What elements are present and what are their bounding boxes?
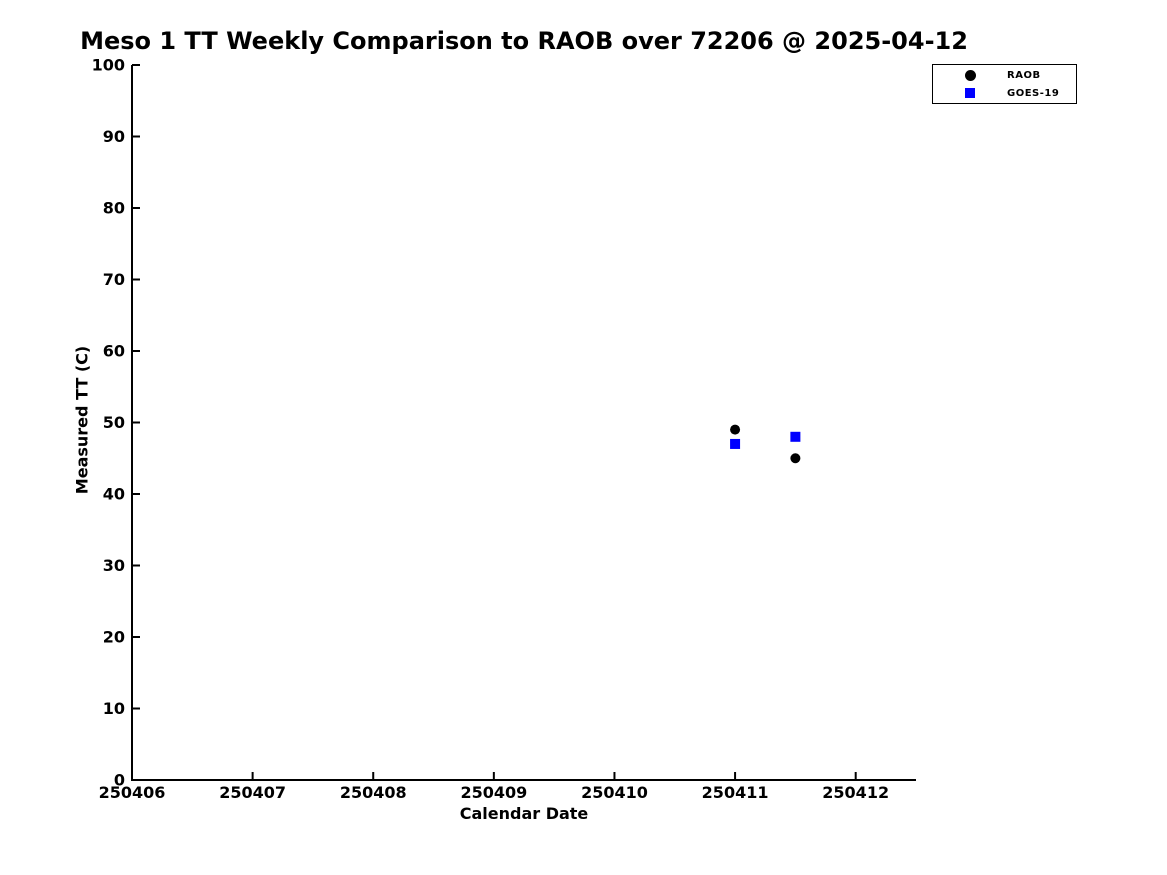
y-tick-label: 40 — [103, 485, 125, 504]
y-tick-label: 30 — [103, 556, 125, 575]
data-point-raob — [790, 453, 801, 464]
data-point-goes-19 — [730, 438, 741, 449]
chart-title: Meso 1 TT Weekly Comparison to RAOB over… — [80, 27, 968, 55]
x-tick-label: 250409 — [460, 783, 527, 802]
x-axis-label: Calendar Date — [459, 804, 589, 823]
y-tick-label: 80 — [103, 199, 125, 218]
x-tick-label: 250406 — [99, 783, 166, 802]
legend-label-raob: RAOB — [1007, 69, 1041, 81]
legend-label-goes19: GOES-19 — [1007, 87, 1060, 99]
legend-entry-goes19: GOES-19 — [933, 85, 1076, 101]
x-tick-label: 250410 — [581, 783, 648, 802]
x-tick-label: 250412 — [822, 783, 889, 802]
data-point-goes-19 — [790, 431, 801, 442]
y-axis-label: Measured TT (C) — [72, 345, 92, 495]
raob-circle-icon — [964, 69, 976, 81]
x-tick-label: 250411 — [702, 783, 769, 802]
goes19-square-icon — [965, 88, 975, 98]
x-tick-label: 250407 — [219, 783, 286, 802]
legend-entry-raob: RAOB — [933, 67, 1076, 83]
y-tick-label: 60 — [103, 342, 125, 361]
y-tick-label: 10 — [103, 699, 125, 718]
legend-box: RAOB GOES-19 — [932, 64, 1077, 104]
data-point-raob — [730, 424, 741, 435]
y-tick-label: 100 — [92, 56, 125, 75]
y-tick-label: 0 — [114, 771, 125, 790]
y-tick-label: 70 — [103, 270, 125, 289]
y-tick-label: 50 — [103, 413, 125, 432]
y-tick-label: 20 — [103, 628, 125, 647]
y-tick-label: 90 — [103, 127, 125, 146]
x-tick-label: 250408 — [340, 783, 407, 802]
